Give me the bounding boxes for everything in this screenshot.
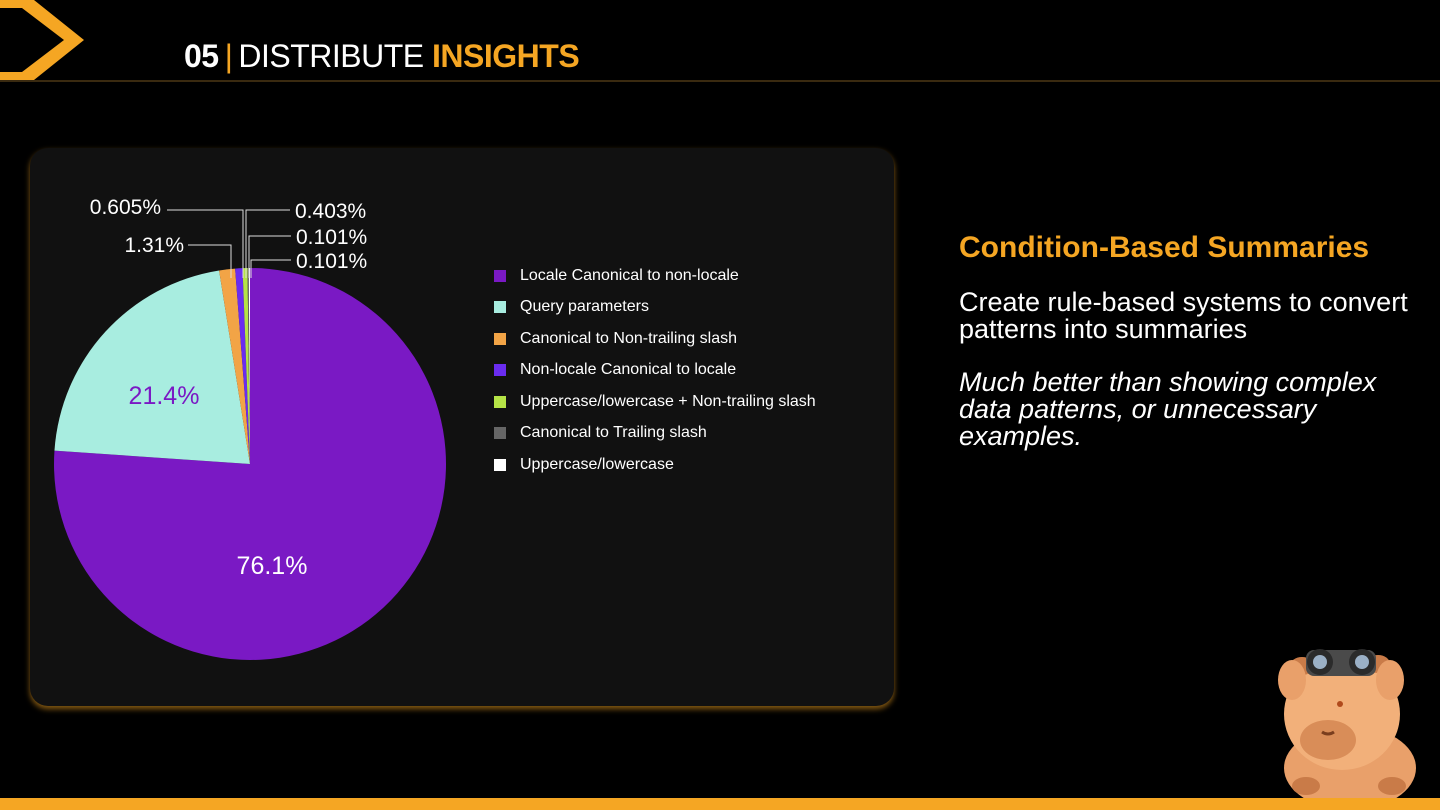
legend-label-5: Canonical to Trailing slash xyxy=(520,424,707,442)
pie-slice-3 xyxy=(235,268,250,464)
slice-label-4: 0.403% xyxy=(295,200,366,223)
pie-slice-4 xyxy=(242,268,250,464)
slice-label-5: 0.101% xyxy=(296,226,367,249)
footer-accent-bar xyxy=(0,798,1440,810)
slice-label-0: 76.1% xyxy=(237,552,308,580)
legend-item-6: Uppercase/lowercase xyxy=(494,449,816,481)
slice-label-1: 21.4% xyxy=(129,382,200,410)
legend-label-1: Query parameters xyxy=(520,298,649,316)
pie-slice-2 xyxy=(219,268,250,464)
leader-line-6 xyxy=(250,259,291,278)
slice-label-6: 0.101% xyxy=(296,250,367,273)
leader-line-3 xyxy=(167,209,244,278)
legend-label-3: Non-locale Canonical to locale xyxy=(520,361,737,379)
legend-swatch-5 xyxy=(494,427,506,440)
title-plain: DISTRIBUTE xyxy=(238,38,424,74)
title-separator: | xyxy=(224,38,233,74)
legend-label-6: Uppercase/lowercase xyxy=(520,455,674,473)
legend-swatch-6 xyxy=(494,458,506,471)
leader-line-4 xyxy=(245,209,290,278)
legend-label-4: Uppercase/lowercase + Non-trailing slash xyxy=(520,392,816,410)
panel-heading: Condition-Based Summaries xyxy=(959,231,1370,264)
legend-item-5: Canonical to Trailing slash xyxy=(494,418,816,450)
pie-slice-0 xyxy=(54,268,447,660)
legend-label-2: Canonical to Non-trailing slash xyxy=(520,329,737,347)
legend-item-4: Uppercase/lowercase + Non-trailing slash xyxy=(494,386,816,418)
title-accent: INSIGHTS xyxy=(432,38,580,74)
header-bar: 05 | DISTRIBUTE INSIGHTS xyxy=(0,0,1440,82)
chart-card: 76.1% 21.4% 1.31% 0.605% 0.403% 0.101% 0.101% … xyxy=(30,148,894,706)
pie-slice-6 xyxy=(248,267,250,464)
legend-swatch-2 xyxy=(494,332,506,345)
legend-item-1: Query parameters xyxy=(494,292,816,324)
pie-slice-1 xyxy=(54,270,251,464)
legend-label-0: Locale Canonical to non-locale xyxy=(520,266,739,284)
legend-swatch-3 xyxy=(494,364,506,377)
slice-label-2: 1.31% xyxy=(124,234,184,257)
panel-paragraph-italic: Much better than showing complex data pa… xyxy=(959,367,1377,451)
capybara-mascot-icon xyxy=(1278,649,1416,798)
page-title: 05 | DISTRIBUTE INSIGHTS xyxy=(184,38,580,75)
legend-item-0: Locale Canonical to non-locale xyxy=(494,260,816,292)
chart-legend: Locale Canonical to non-locale Query para… xyxy=(494,260,816,481)
section-number: 05 xyxy=(184,38,219,74)
legend-item-3: Non-locale Canonical to locale xyxy=(494,355,816,387)
legend-item-2: Canonical to Non-trailing slash xyxy=(494,323,816,355)
slice-label-3: 0.605% xyxy=(90,196,161,219)
pie-chart: 76.1% 21.4% 1.31% 0.605% 0.403% 0.101%0.101% xyxy=(54,196,447,660)
legend-swatch-4 xyxy=(494,395,506,408)
leader-line-2 xyxy=(188,244,232,278)
legend-swatch-1 xyxy=(494,301,506,314)
chevron-logo-icon xyxy=(0,0,84,80)
leader-line-5 xyxy=(248,235,291,278)
panel-paragraph: Create rule-based systems to convert pat… xyxy=(959,287,1408,344)
legend-swatch-0 xyxy=(494,269,506,282)
summary-panel: Condition-Based Summaries Create rule-ba… xyxy=(959,232,1419,476)
pie-slice-5 xyxy=(247,268,250,464)
